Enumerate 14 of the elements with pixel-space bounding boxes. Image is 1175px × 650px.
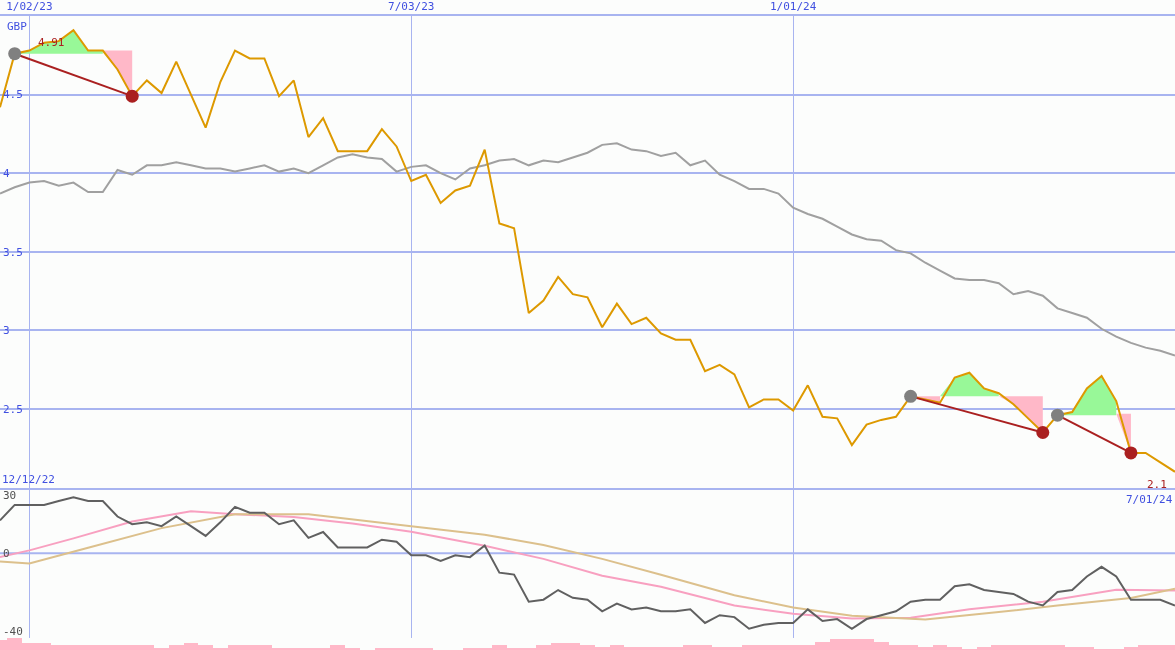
annotation: 2.1 [1147,478,1167,491]
y-tick-label: 4 [3,167,10,181]
x-tick-label: 1/01/24 [769,0,817,13]
annotation: 12/12/22 [2,473,55,486]
y-tick-label: -40 [3,624,23,638]
y-tick-label: 0 [3,547,10,561]
annotation: 7/01/24 [1126,493,1173,506]
y-tick-label: 3 [3,324,10,338]
y-tick-label: 2.5 [3,402,23,416]
x-tick-label: 1/02/23 [6,0,53,13]
x-tick-label: 7/03/23 [388,0,435,13]
y-axis-title: GBP [7,20,28,33]
y-tick-label: 3.5 [3,245,23,259]
y-tick-label: 30 [3,489,17,503]
